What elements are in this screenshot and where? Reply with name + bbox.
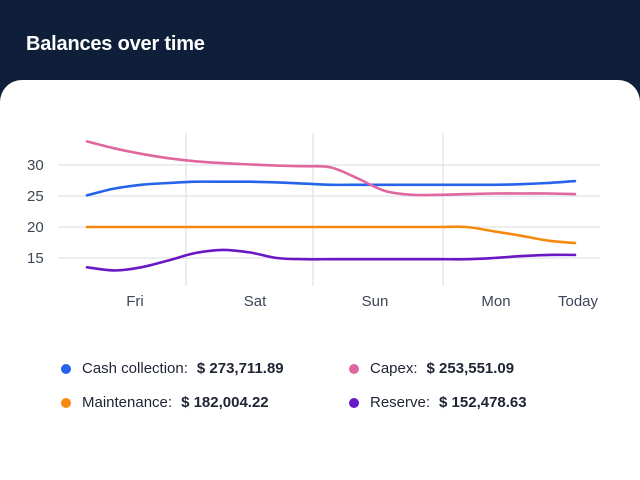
y-tick-label: 25 [27,188,44,205]
series-line-maintenance [85,225,577,245]
series-line-cash [85,179,577,197]
x-tick-label: Mon [481,293,510,310]
y-tick-label: 20 [27,219,44,236]
y-tick-label: 15 [27,250,44,267]
page-title: Balances over time [26,33,205,55]
x-tick-label: Fri [126,293,144,310]
x-tick-label: Today [558,293,599,310]
series-line-reserve [85,248,577,272]
series-line-capex [85,140,577,197]
y-tick-label: 30 [27,157,44,174]
x-tick-label: Sun [362,293,389,310]
x-tick-label: Sat [244,293,267,310]
